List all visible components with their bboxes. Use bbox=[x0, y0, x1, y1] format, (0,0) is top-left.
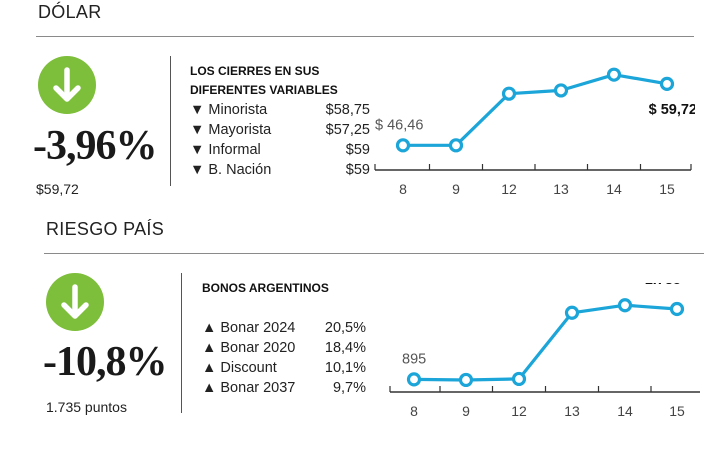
x-tick-label: 14 bbox=[606, 181, 622, 197]
data-point bbox=[448, 138, 464, 153]
up-triangle-icon: ▲ bbox=[202, 360, 217, 376]
down-triangle-icon: ▼ bbox=[190, 122, 205, 138]
riesgo-change-percent: -10,8% bbox=[43, 339, 167, 385]
dolar-item-value: $59 bbox=[345, 142, 370, 158]
riesgo-current-value: 1.735 puntos bbox=[46, 399, 127, 415]
riesgo-item-bonar2024: ▲ Bonar 2024 20,5% bbox=[202, 318, 366, 338]
data-label: 895 bbox=[402, 351, 426, 367]
down-triangle-icon: ▼ bbox=[190, 162, 205, 178]
data-point bbox=[458, 372, 474, 388]
dolar-item-label: B. Nación bbox=[208, 162, 272, 178]
dolar-item-bnacion: ▼ B. Nación $59 bbox=[190, 160, 370, 180]
dolar-panel-heading-line1: LOS CIERRES EN SUS bbox=[190, 64, 320, 78]
up-triangle-icon: ▲ bbox=[202, 340, 217, 356]
riesgo-divider bbox=[44, 253, 704, 254]
up-triangle-icon: ▲ bbox=[202, 380, 217, 396]
dolar-item-label: Minorista bbox=[208, 102, 268, 118]
x-tick-label: 9 bbox=[462, 403, 470, 419]
x-tick-label: 8 bbox=[410, 403, 418, 419]
dolar-panel-heading-line2: DIFERENTES VARIABLES bbox=[190, 83, 338, 97]
riesgo-item-bonar2020: ▲ Bonar 2020 18,4% bbox=[202, 338, 366, 358]
dolar-section-title: DÓLAR bbox=[38, 2, 102, 22]
riesgo-change-badge bbox=[46, 273, 104, 331]
arrow-down-icon bbox=[61, 284, 89, 319]
data-point bbox=[606, 67, 622, 82]
riesgo-item-discount: ▲ Discount 10,1% bbox=[202, 358, 366, 378]
riesgo-item-label: Bonar 2024 bbox=[220, 320, 296, 336]
dolar-panel-divider bbox=[170, 56, 171, 186]
riesgo-item-label: Bonar 2037 bbox=[220, 380, 296, 396]
riesgo-item-value: 20,5% bbox=[324, 320, 366, 336]
riesgo-item-value: 9,7% bbox=[332, 380, 366, 396]
riesgo-panel-divider bbox=[181, 273, 182, 413]
dolar-item-informal: ▼ Informal $59 bbox=[190, 140, 370, 160]
dolar-item-value: $58,75 bbox=[325, 102, 370, 118]
dolar-item-value: $59 bbox=[345, 162, 370, 178]
data-label: $ 46,46 bbox=[375, 117, 423, 133]
x-tick-label: 12 bbox=[501, 181, 517, 197]
data-label: 1.735 bbox=[645, 283, 681, 288]
down-triangle-icon: ▼ bbox=[190, 142, 205, 158]
data-point bbox=[669, 301, 685, 317]
data-point bbox=[617, 298, 633, 313]
x-tick-label: 15 bbox=[659, 181, 675, 197]
riesgo-item-label: Discount bbox=[220, 360, 277, 376]
data-point bbox=[501, 86, 517, 101]
data-point bbox=[564, 305, 580, 320]
riesgo-panel-heading: BONOS ARGENTINOS bbox=[202, 281, 329, 295]
dolar-item-value: $57,25 bbox=[325, 122, 370, 138]
dolar-item-minorista: ▼ Minorista $58,75 bbox=[190, 100, 370, 120]
riesgo-item-value: 10,1% bbox=[324, 360, 366, 376]
data-point bbox=[659, 76, 675, 91]
series-line bbox=[403, 73, 668, 147]
x-tick-label: 8 bbox=[399, 181, 407, 197]
up-triangle-icon: ▲ bbox=[202, 320, 217, 336]
riesgo-item-bonar2037: ▲ Bonar 2037 9,7% bbox=[202, 378, 366, 398]
data-label: $ 59,72 bbox=[649, 102, 695, 118]
dolar-panel-heading: LOS CIERRES EN SUS DIFERENTES VARIABLES bbox=[190, 62, 338, 100]
dolar-item-label: Mayorista bbox=[208, 122, 272, 138]
x-tick-label: 13 bbox=[564, 403, 580, 419]
x-tick-label: 13 bbox=[553, 181, 569, 197]
riesgo-item-value: 18,4% bbox=[324, 340, 366, 356]
data-point bbox=[406, 372, 422, 387]
data-point bbox=[511, 371, 527, 387]
dolar-item-label: Informal bbox=[208, 142, 261, 158]
x-tick-label: 9 bbox=[452, 181, 460, 197]
dolar-line-chart: 8 9 12 13 14 15 $ 46,46 $ 59,72 bbox=[374, 67, 695, 197]
series-line bbox=[413, 303, 678, 382]
data-point bbox=[395, 138, 411, 153]
riesgo-item-label: Bonar 2020 bbox=[220, 340, 296, 356]
x-tick-label: 15 bbox=[669, 403, 685, 419]
dolar-current-value: $59,72 bbox=[36, 181, 79, 197]
down-triangle-icon: ▼ bbox=[190, 102, 205, 118]
x-tick-label: 14 bbox=[617, 403, 633, 419]
data-point bbox=[553, 83, 569, 98]
x-tick-label: 12 bbox=[511, 403, 527, 419]
dolar-divider bbox=[36, 36, 694, 37]
dolar-item-mayorista: ▼ Mayorista $57,25 bbox=[190, 120, 370, 140]
riesgo-section-title: RIESGO PAÍS bbox=[46, 219, 164, 239]
arrow-down-icon bbox=[53, 67, 81, 102]
riesgo-line-chart: 8 9 12 13 14 15 895 1.735 bbox=[389, 283, 700, 419]
dolar-change-badge bbox=[38, 56, 96, 114]
dolar-change-percent: -3,96% bbox=[33, 123, 157, 169]
